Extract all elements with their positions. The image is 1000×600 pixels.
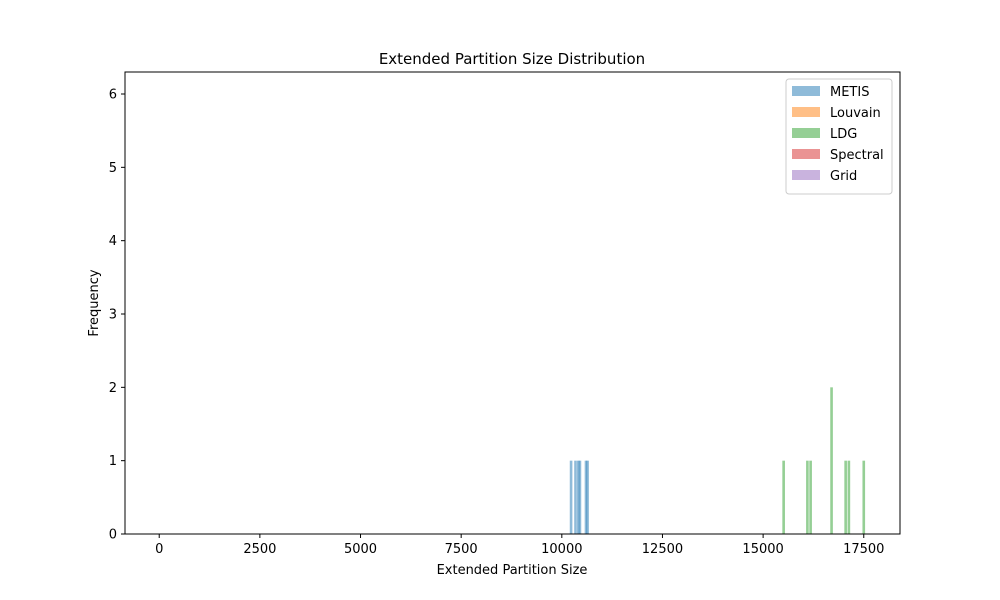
- x-tick-label: 12500: [642, 542, 683, 557]
- x-tick-label: 0: [155, 542, 163, 557]
- y-tick-label: 6: [109, 88, 117, 103]
- bar-ldg-1: [806, 460, 809, 534]
- y-tick-label: 2: [109, 381, 117, 396]
- legend-label-grid: Grid: [830, 169, 857, 184]
- chart-title: Extended Partition Size Distribution: [379, 50, 645, 68]
- bar-ldg-6: [862, 460, 866, 534]
- x-axis-label: Extended Partition Size: [437, 563, 588, 578]
- legend-label-metis: METIS: [830, 85, 869, 100]
- y-tick-label: 4: [109, 234, 117, 249]
- y-axis-label: Frequency: [87, 269, 102, 336]
- bar-metis-1: [574, 460, 577, 534]
- bars-group: [569, 387, 866, 534]
- legend-swatch-metis: [792, 86, 820, 96]
- x-tick-label: 17500: [843, 542, 884, 557]
- bar-ldg-2: [809, 460, 812, 534]
- bar-ldg-0: [782, 460, 785, 534]
- y-tick-label: 3: [109, 308, 117, 323]
- legend: METIS Louvain LDG Spectral Grid: [785, 78, 893, 195]
- x-tick-label: 15000: [742, 542, 783, 557]
- legend-swatch-grid: [792, 170, 820, 180]
- legend-swatch-louvain: [792, 107, 820, 117]
- y-tick-label: 5: [109, 161, 117, 176]
- legend-swatch-spectral: [792, 149, 820, 159]
- legend-label-spectral: Spectral: [830, 148, 884, 163]
- bar-ldg-3: [830, 387, 833, 534]
- y-tick-label: 1: [109, 454, 117, 469]
- bar-ldg-5: [847, 460, 851, 534]
- y-axis-ticks: 0 1 2 3 4 5 6: [109, 88, 125, 543]
- bar-metis-3: [578, 460, 582, 534]
- bar-ldg-4: [844, 460, 847, 534]
- legend-label-louvain: Louvain: [830, 106, 881, 121]
- x-tick-label: 5000: [344, 542, 377, 557]
- plot-frame: [124, 71, 901, 535]
- y-tick-label: 0: [109, 528, 117, 543]
- legend-swatch-ldg: [792, 128, 820, 138]
- bar-metis-5: [586, 460, 589, 534]
- x-axis-ticks: 0 2500 5000 7500 10000 12500 15000 17500: [155, 534, 884, 557]
- bar-metis-4: [584, 460, 588, 534]
- bar-metis-2: [577, 460, 580, 534]
- x-tick-label: 7500: [445, 542, 478, 557]
- x-tick-label: 10000: [541, 542, 582, 557]
- bar-metis-0: [569, 460, 573, 534]
- legend-label-ldg: LDG: [830, 127, 857, 142]
- x-tick-label: 2500: [243, 542, 276, 557]
